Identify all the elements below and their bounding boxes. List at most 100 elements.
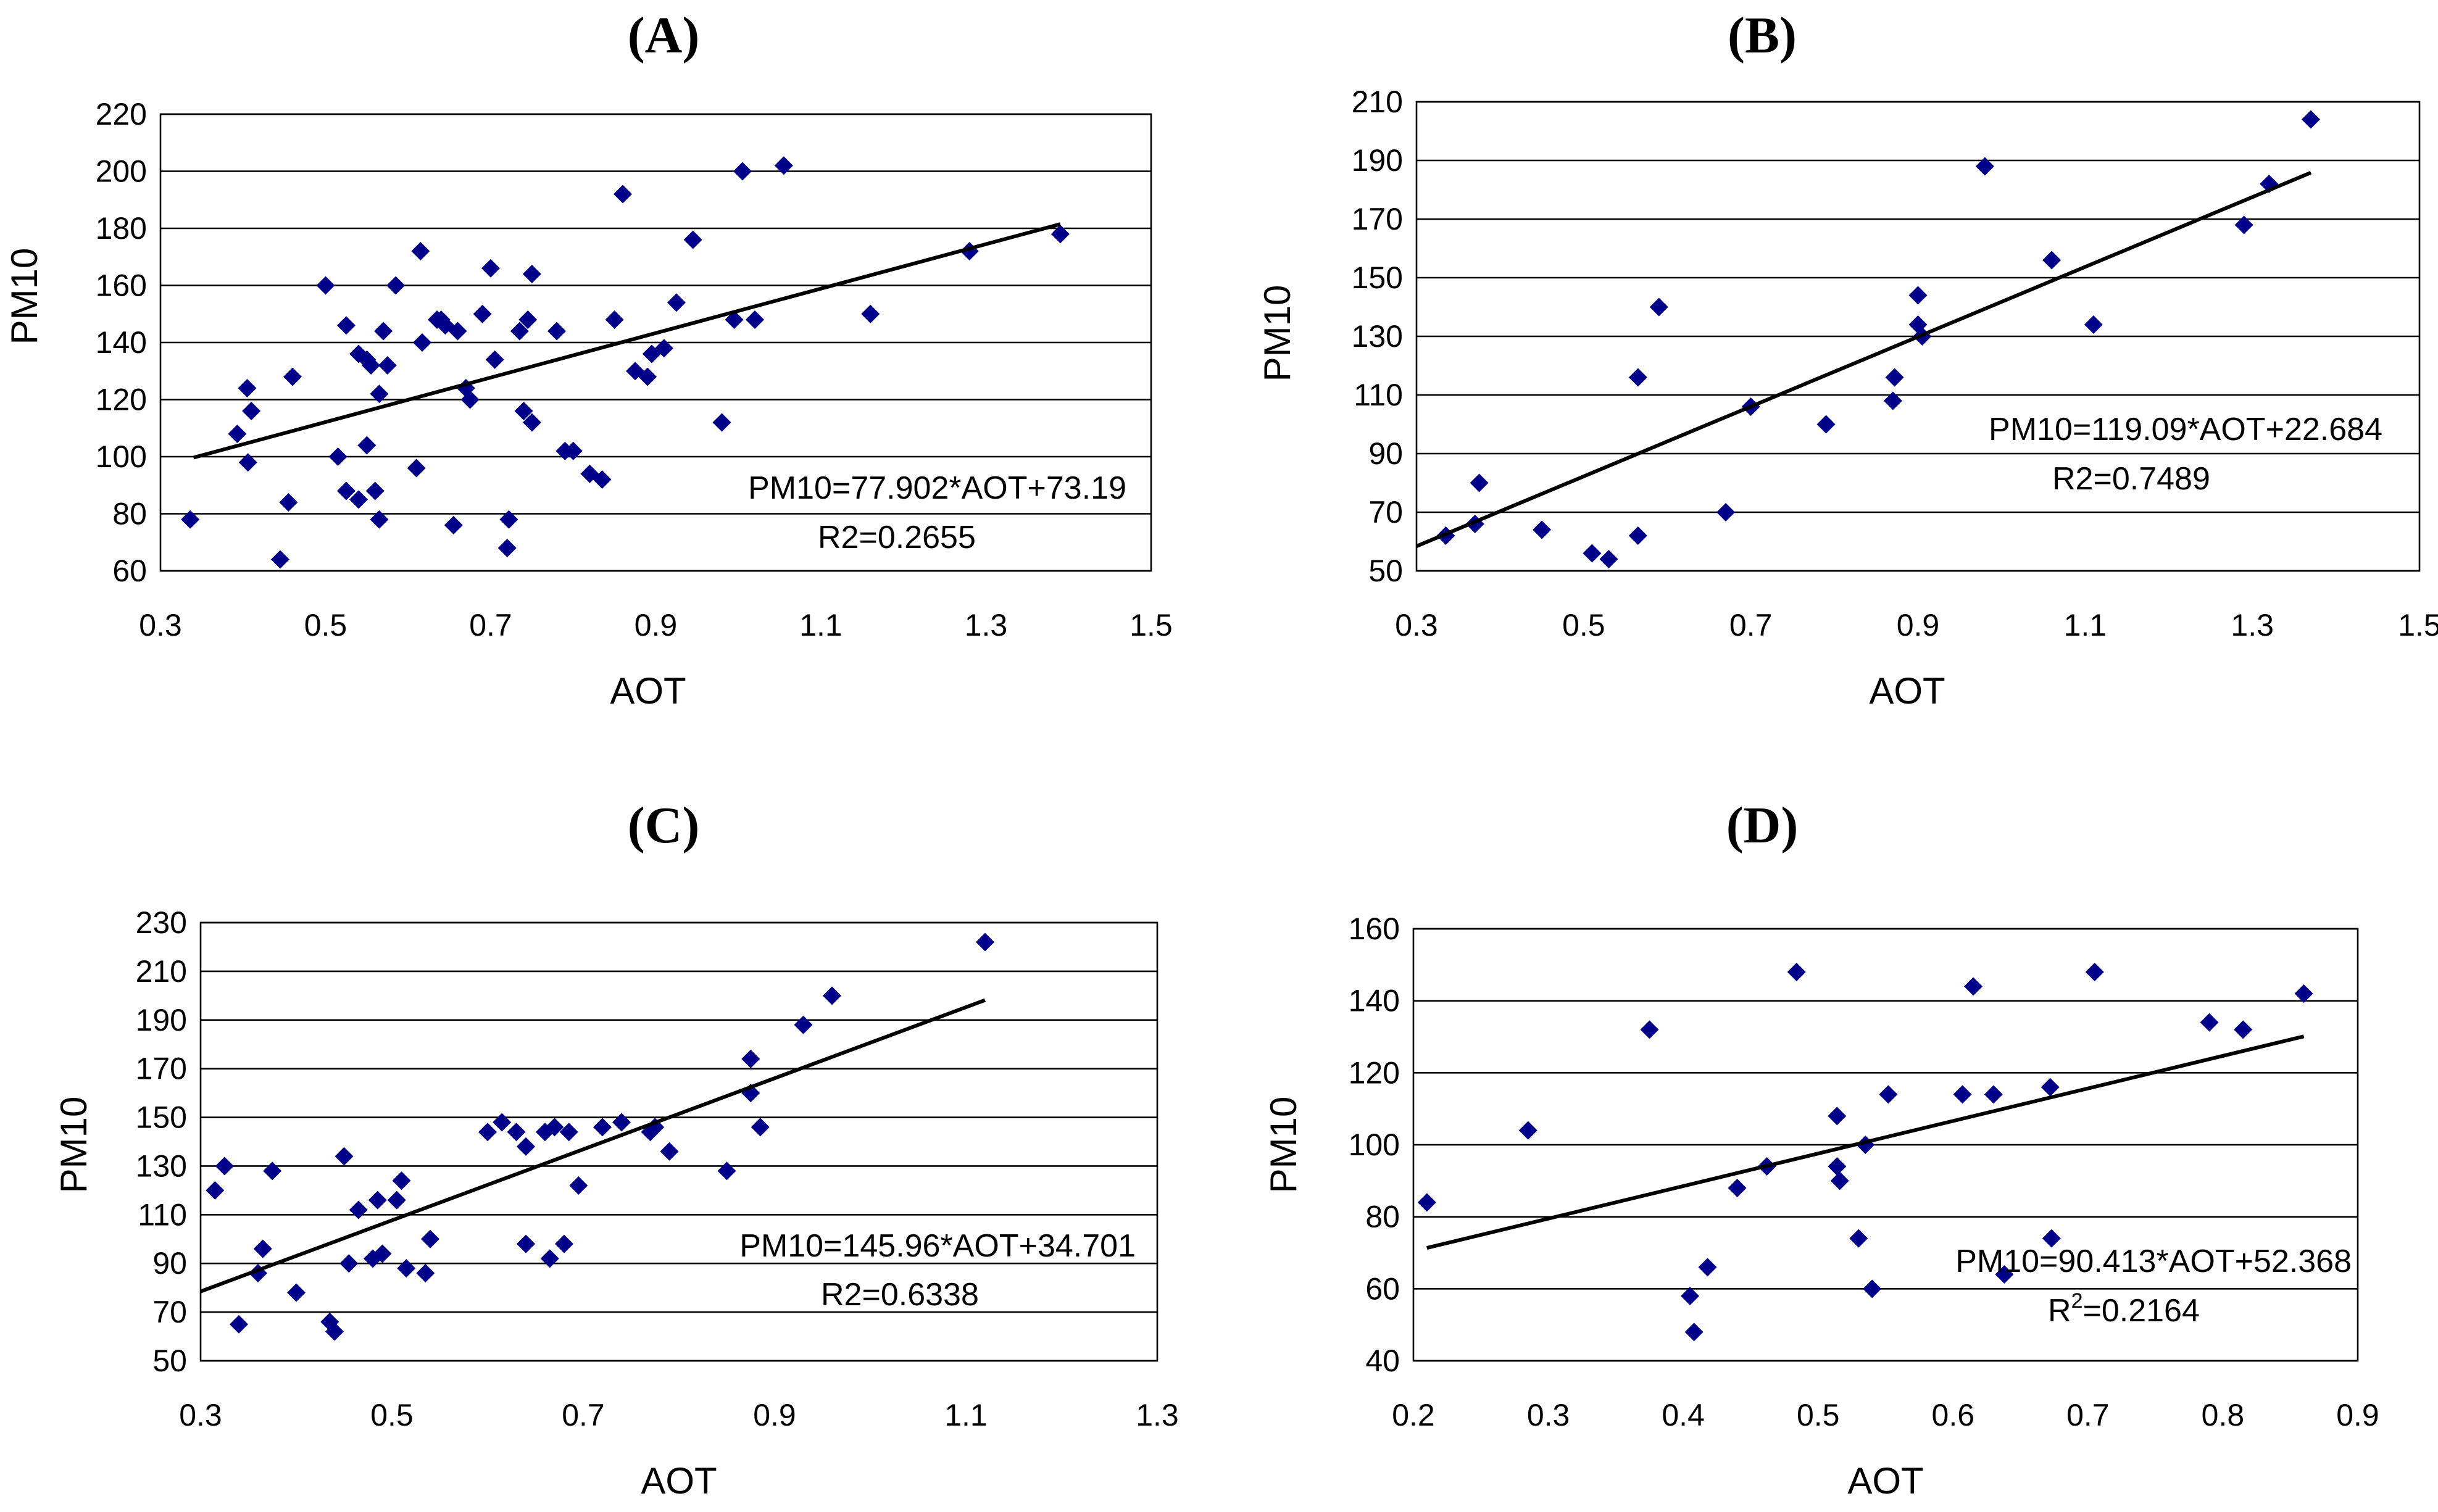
data-point bbox=[287, 1283, 306, 1302]
data-point bbox=[522, 413, 541, 432]
y-tick-label: 160 bbox=[1349, 912, 1400, 946]
y-tick-label: 190 bbox=[136, 1003, 187, 1037]
x-tick-label: 0.3 bbox=[179, 1398, 222, 1432]
data-point bbox=[510, 322, 529, 341]
data-point bbox=[717, 1161, 736, 1181]
data-point bbox=[1417, 1193, 1436, 1212]
data-point bbox=[1885, 368, 1904, 387]
data-point bbox=[1879, 1085, 1898, 1104]
data-point bbox=[861, 304, 880, 323]
data-point bbox=[507, 1123, 526, 1142]
data-point bbox=[373, 1244, 392, 1263]
y-tick-label: 140 bbox=[1349, 984, 1400, 1018]
data-point bbox=[370, 384, 389, 404]
x-tick-label: 0.9 bbox=[634, 608, 678, 642]
data-point bbox=[1628, 526, 1647, 545]
y-tick-label: 180 bbox=[96, 211, 147, 246]
data-point bbox=[1883, 391, 1902, 410]
data-point bbox=[335, 1147, 354, 1166]
y-tick-label: 80 bbox=[112, 497, 147, 531]
trendline bbox=[1426, 1034, 2305, 1250]
y-tick-label: 110 bbox=[138, 1197, 187, 1232]
y-tick-label: 170 bbox=[1352, 202, 1403, 236]
data-point bbox=[2041, 1078, 2060, 1097]
x-tick-label: 0.5 bbox=[304, 608, 347, 642]
data-point bbox=[328, 447, 347, 466]
trendline bbox=[199, 998, 986, 1294]
y-tick-label: 150 bbox=[136, 1100, 187, 1135]
data-point bbox=[325, 1322, 344, 1341]
data-point bbox=[1828, 1157, 1847, 1176]
data-point bbox=[230, 1315, 248, 1334]
data-point bbox=[2042, 251, 2061, 270]
data-point bbox=[416, 1264, 435, 1282]
data-point bbox=[654, 339, 673, 358]
plot-area: 50 70 90 110 130 150 170 190 210 230 0.3 0.5 0.7 0.9 1… bbox=[136, 905, 1179, 1432]
data-point bbox=[357, 436, 377, 455]
x-tick-label: 0.9 bbox=[1897, 608, 1940, 642]
data-point bbox=[412, 333, 431, 352]
data-point bbox=[444, 516, 463, 534]
y-tick-label: 80 bbox=[1365, 1200, 1400, 1234]
panel-title: (A) bbox=[628, 7, 700, 64]
x-tick-label: 1.1 bbox=[2064, 608, 2107, 642]
x-tick-label: 0.5 bbox=[1797, 1398, 1840, 1432]
y-tick-label: 60 bbox=[112, 554, 147, 588]
data-point bbox=[1908, 286, 1928, 305]
data-point bbox=[1470, 473, 1489, 492]
data-point bbox=[374, 322, 393, 341]
data-point bbox=[1716, 503, 1736, 521]
y-tick-label: 90 bbox=[1368, 436, 1403, 471]
x-tick-label: 1.3 bbox=[2231, 608, 2274, 642]
data-point bbox=[547, 322, 566, 341]
data-point bbox=[1518, 1121, 1537, 1140]
data-point bbox=[683, 230, 702, 249]
data-point bbox=[1953, 1085, 1972, 1104]
data-point bbox=[411, 242, 430, 260]
data-point bbox=[349, 1200, 368, 1219]
x-tick-label: 0.7 bbox=[2066, 1398, 2110, 1432]
data-point bbox=[2234, 1020, 2253, 1039]
data-point bbox=[253, 1239, 272, 1258]
data-point bbox=[1698, 1258, 1717, 1277]
data-point bbox=[1599, 550, 1618, 568]
data-point bbox=[545, 1118, 564, 1137]
data-point bbox=[2234, 215, 2253, 235]
x-axis-label: AOT bbox=[1869, 670, 1945, 712]
r-squared-prefix: R bbox=[2048, 1293, 2071, 1329]
y-tick-label: 50 bbox=[152, 1344, 187, 1378]
y-tick-label: 60 bbox=[1365, 1271, 1400, 1306]
data-point bbox=[228, 425, 247, 443]
data-point bbox=[605, 310, 624, 329]
panel-title: (B) bbox=[1728, 7, 1797, 64]
data-point bbox=[2294, 984, 2313, 1003]
y-tick-label: 120 bbox=[1349, 1055, 1400, 1090]
data-point bbox=[215, 1157, 234, 1176]
y-tick-label: 120 bbox=[96, 383, 147, 417]
x-tick-label: 0.2 bbox=[1392, 1398, 1435, 1432]
y-axis-label: PM10 bbox=[4, 248, 45, 345]
data-point bbox=[660, 1142, 679, 1161]
data-point bbox=[349, 490, 368, 509]
x-tick-label: 0.3 bbox=[1527, 1398, 1570, 1432]
plot-frame bbox=[159, 113, 1152, 572]
data-point bbox=[2084, 315, 2103, 334]
y-tick-label: 210 bbox=[1352, 85, 1403, 119]
y-tick-label: 150 bbox=[1352, 260, 1403, 295]
data-point bbox=[2200, 1013, 2219, 1032]
x-axis-label: AOT bbox=[610, 670, 686, 712]
y-tick-label: 100 bbox=[1349, 1128, 1400, 1162]
data-point bbox=[336, 316, 356, 335]
trendline bbox=[193, 222, 1061, 460]
y-tick-label: 140 bbox=[96, 325, 147, 360]
data-point bbox=[612, 1113, 631, 1132]
panel-c: (C) PM10 AOT 50 70 90 110 130 150 170 190 210 230… bbox=[53, 797, 1179, 1502]
data-point bbox=[238, 453, 257, 472]
x-axis-label: AOT bbox=[1847, 1460, 1923, 1502]
data-point bbox=[1628, 368, 1647, 387]
panel-a: (A) PM10 AOT 60 80 100 120 140 160 180 200 220 0.… bbox=[4, 7, 1173, 712]
data-point bbox=[1964, 977, 1983, 996]
data-point bbox=[741, 1049, 760, 1068]
y-tick-label: 190 bbox=[1352, 143, 1403, 178]
